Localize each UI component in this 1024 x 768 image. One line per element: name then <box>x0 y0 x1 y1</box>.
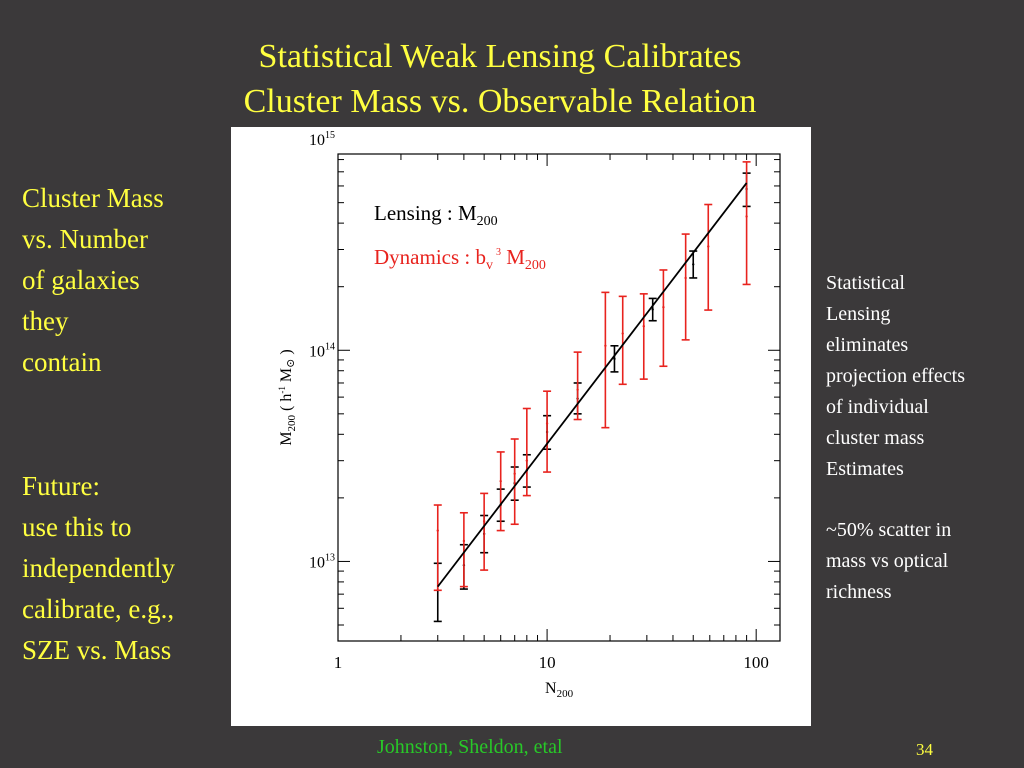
slide-title: Statistical Weak Lensing Calibrates Clus… <box>0 34 1000 124</box>
left-bottom-line: Future: <box>22 471 100 501</box>
y-tick-label: 1013 <box>309 552 335 571</box>
dynamics-point <box>513 472 516 476</box>
left-bottom-line: calibrate, e.g., <box>22 594 175 624</box>
x-tick-label: 1 <box>334 653 343 672</box>
right-bottom-line: mass vs optical <box>826 550 949 572</box>
chart-panel: 1 10 100 1013 1014 1015 N200 M200 ( h-1 M⊙ ) Len… <box>231 127 811 726</box>
left-text-future: Future: use this to independently calibr… <box>22 466 227 671</box>
left-top-line: vs. Number <box>22 224 148 254</box>
dynamics-point <box>436 529 439 532</box>
dynamics-point <box>525 459 529 462</box>
x-tick-label: 10 <box>539 653 556 672</box>
left-bottom-line: use this to <box>22 512 132 542</box>
slide-title-line-1: Statistical Weak Lensing Calibrates <box>258 38 742 75</box>
fit-line <box>437 182 748 588</box>
right-top-line: cluster mass <box>826 427 925 449</box>
right-top-line: Estimates <box>826 458 904 480</box>
left-top-line: they <box>22 306 69 336</box>
right-top-line: of individual <box>826 396 929 418</box>
dynamics-point <box>499 479 502 483</box>
lensing-point <box>613 357 616 361</box>
right-bottom-line: richness <box>826 581 892 603</box>
left-bottom-line: SZE vs. Mass <box>22 635 172 665</box>
lensing-point <box>692 263 695 266</box>
footer-credit: Johnston, Sheldon, etal <box>377 736 563 758</box>
dynamics-point <box>642 325 645 328</box>
right-top-line: Lensing <box>826 303 891 325</box>
right-top-line: eliminates <box>826 334 909 356</box>
right-text-lensing: Statistical Lensing eliminates projectio… <box>826 268 1016 485</box>
dynamics-point <box>621 332 624 335</box>
lensing-point <box>651 308 654 311</box>
y-tick-label: 1014 <box>309 341 335 360</box>
left-text-cluster-mass: Cluster Mass vs. Number of galaxies they… <box>22 178 227 383</box>
x-axis-label: N200 <box>545 680 574 700</box>
dynamics-point <box>576 388 579 391</box>
left-top-line: of galaxies <box>22 265 140 295</box>
right-bottom-line: ~50% scatter in <box>826 519 952 541</box>
dynamics-point <box>707 245 710 248</box>
dynamics-point <box>462 539 466 543</box>
legend-entry-lensing: Lensing : M200 <box>374 201 498 229</box>
slide-number: 34 <box>916 740 933 759</box>
right-top-line: projection effects <box>826 365 966 387</box>
left-top-line: Cluster Mass <box>22 183 164 213</box>
legend-entry-dynamics: Dynamics : bv3 M200 <box>374 245 546 273</box>
dynamics-point <box>482 520 486 523</box>
left-bottom-line: independently <box>22 553 175 583</box>
slide-title-line-2: Cluster Mass vs. Observable Relation <box>243 83 757 120</box>
y-axis-label: M200 ( h-1 M⊙ ) <box>277 349 298 445</box>
y-tick-label: 1015 <box>309 130 335 149</box>
dynamics-point <box>604 344 607 347</box>
right-top-line: Statistical <box>826 272 905 294</box>
right-text-scatter: ~50% scatter in mass vs optical richness <box>826 515 1016 608</box>
mass-vs-richness-chart: 1 10 100 1013 1014 1015 N200 M200 ( h-1 M⊙ ) Len… <box>277 130 781 700</box>
left-top-line: contain <box>22 347 102 377</box>
dynamics-point <box>545 422 549 425</box>
dynamics-point <box>684 276 687 280</box>
x-tick-label: 100 <box>743 653 769 672</box>
dynamics-point <box>745 215 748 218</box>
dynamics-point <box>662 305 665 309</box>
